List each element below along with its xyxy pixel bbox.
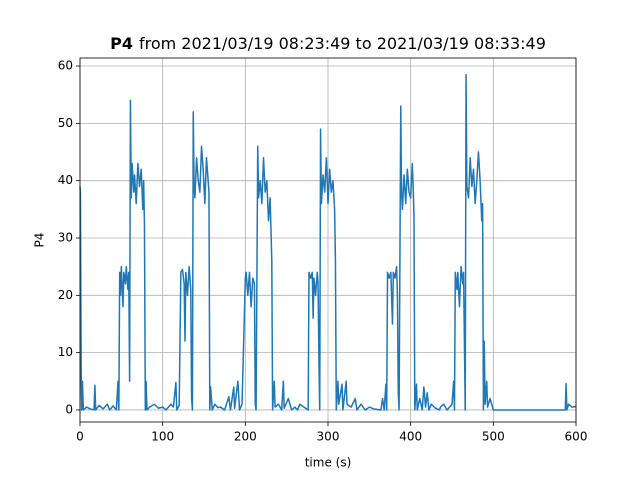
data-line — [79, 73, 577, 411]
y-tick-label: 20 — [58, 288, 73, 302]
y-tick-label: 30 — [58, 230, 73, 244]
chart-title: P4 from 2021/03/19 08:23:49 to 2021/03/19… — [110, 34, 546, 53]
y-tick-label: 40 — [58, 173, 73, 187]
x-axis-label: time (s) — [305, 456, 352, 470]
x-tick-label: 200 — [234, 430, 257, 444]
x-tick-label: 0 — [76, 430, 84, 444]
title-bold: P4 — [110, 34, 133, 53]
y-tick-label: 0 — [65, 402, 73, 416]
x-tick-label: 400 — [399, 430, 422, 444]
y-tick-label: 60 — [58, 59, 73, 73]
plot-frame — [79, 57, 577, 423]
x-tick-label: 500 — [482, 430, 505, 444]
y-axis-label: P4 — [33, 233, 47, 248]
x-tick-label: 600 — [565, 430, 588, 444]
y-tick-label: 10 — [58, 345, 73, 359]
title-rest: from 2021/03/19 08:23:49 to 2021/03/19 0… — [139, 34, 546, 53]
x-tick-label: 300 — [317, 430, 340, 444]
y-tick-label: 50 — [58, 116, 73, 130]
x-tick-label: 100 — [151, 430, 174, 444]
